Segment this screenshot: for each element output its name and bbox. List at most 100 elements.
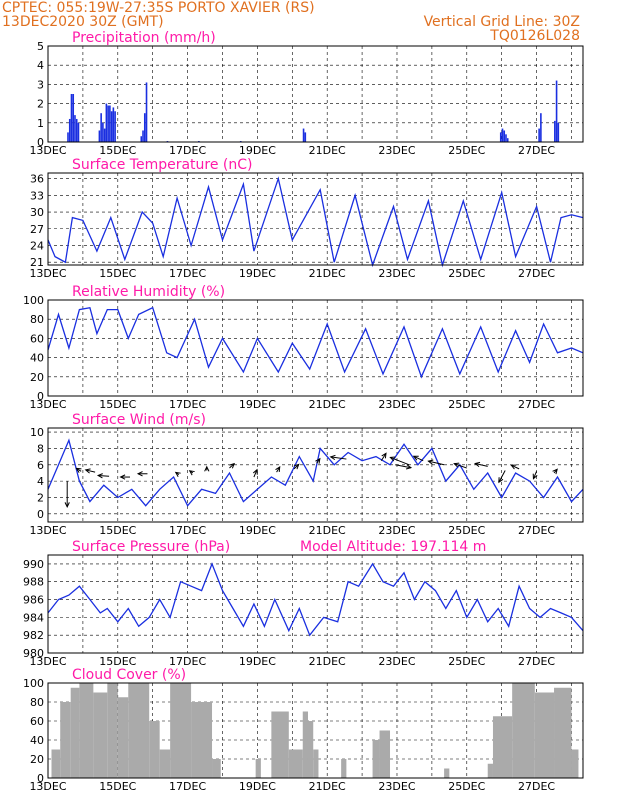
cloud-cover-bar xyxy=(444,768,450,778)
precip-bar xyxy=(145,82,148,142)
precip-bar xyxy=(110,111,113,142)
cloud-cover-bar xyxy=(107,683,118,778)
x-tick-label: 15DEC xyxy=(99,780,136,793)
y-tick-label: 1 xyxy=(37,117,44,130)
panel-title: Surface Pressure (hPa) xyxy=(72,539,230,555)
x-tick-label: 21DEC xyxy=(309,144,346,157)
series-line xyxy=(47,176,584,268)
x-tick-label: 13DEC xyxy=(29,398,66,411)
wind-arrow xyxy=(427,459,445,466)
precip-bar xyxy=(112,107,115,142)
cloud-cover-bar xyxy=(191,702,213,778)
precip-bar xyxy=(540,113,542,142)
y-tick-label: 100 xyxy=(23,677,44,690)
panel-4: 0 2 4 6 8 10 13DEC 15DEC 17DEC 19DEC 21DEC 23DEC 25D… xyxy=(29,412,584,537)
cloud-cover-bar xyxy=(170,683,192,778)
x-tick-label: 13DEC xyxy=(29,780,66,793)
x-tick-label: 27DEC xyxy=(518,524,555,537)
y-tick-label: 4 xyxy=(37,475,44,488)
y-tick-label: 0 xyxy=(37,772,44,785)
cloud-cover-bar xyxy=(288,749,303,778)
wind-arrow xyxy=(188,470,195,476)
series-line xyxy=(47,562,584,637)
series-line xyxy=(47,438,584,507)
panel-annotation: Model Altitude: 197.114 m xyxy=(300,539,486,555)
cloud-cover-bar xyxy=(487,763,493,778)
cloud-cover-bar xyxy=(271,711,289,778)
cloud-cover-bar xyxy=(313,749,319,778)
wind-arrow xyxy=(498,470,506,484)
precip-bar xyxy=(302,128,305,142)
y-tick-label: 80 xyxy=(30,696,44,709)
y-tick-label: 984 xyxy=(23,611,44,624)
precip-bar xyxy=(68,118,71,142)
panel-title: Surface Temperature (nC) xyxy=(72,157,253,173)
y-tick-label: 10 xyxy=(30,426,44,439)
wind-arrow xyxy=(64,481,70,509)
y-tick-label: 4 xyxy=(37,59,44,72)
wind-arrow xyxy=(532,471,538,480)
precip-bar xyxy=(105,103,108,142)
wind-arrow xyxy=(204,465,210,472)
y-tick-label: 24 xyxy=(30,239,44,252)
y-tick-label: 3 xyxy=(37,78,44,91)
wind-arrow xyxy=(252,468,258,478)
x-tick-label: 27DEC xyxy=(518,780,555,793)
precip-bar xyxy=(75,118,78,142)
precip-bar xyxy=(501,128,504,142)
cloud-cover-bar xyxy=(534,692,555,778)
y-tick-label: 986 xyxy=(23,594,44,607)
y-tick-label: 60 xyxy=(30,715,44,728)
x-tick-label: 21DEC xyxy=(309,398,346,411)
y-tick-label: 982 xyxy=(23,629,44,642)
header-code: TQ0126L028 xyxy=(490,28,580,44)
cloud-cover-bar xyxy=(70,687,80,778)
precip-bar xyxy=(143,113,146,142)
cloud-cover-bar xyxy=(372,740,380,778)
x-tick-label: 21DEC xyxy=(309,524,346,537)
wind-arrow xyxy=(412,455,424,462)
y-tick-label: 6 xyxy=(37,459,44,472)
precip-bar xyxy=(506,138,509,142)
x-tick-label: 13DEC xyxy=(29,655,66,668)
y-tick-label: 21 xyxy=(30,256,44,269)
x-tick-label: 15DEC xyxy=(99,655,136,668)
precip-bar xyxy=(98,130,101,142)
x-tick-label: 13DEC xyxy=(29,144,66,157)
x-tick-label: 19DEC xyxy=(239,267,276,280)
x-tick-label: 23DEC xyxy=(378,144,415,157)
precip-bar xyxy=(554,120,556,142)
panel-6: 0 20 40 60 80 100 13DEC 15DEC 17DEC 19DEC 21DEC 23D… xyxy=(23,667,584,793)
wind-arrow xyxy=(75,467,82,473)
wind-arrow xyxy=(329,454,347,461)
x-tick-label: 19DEC xyxy=(239,780,276,793)
wind-arrow xyxy=(474,461,488,468)
series-line xyxy=(47,306,584,379)
x-tick-label: 15DEC xyxy=(99,144,136,157)
y-tick-label: 990 xyxy=(23,558,44,571)
cloud-cover-bar xyxy=(79,683,94,778)
precip-bar xyxy=(499,132,502,142)
x-tick-label: 23DEC xyxy=(378,524,415,537)
y-tick-label: 20 xyxy=(30,753,44,766)
x-tick-label: 19DEC xyxy=(239,655,276,668)
x-tick-label: 17DEC xyxy=(169,655,206,668)
x-tick-label: 13DEC xyxy=(29,524,66,537)
wind-arrow xyxy=(293,463,300,470)
panel-5: 980 982 984 986 988 990 13DEC 15DEC 17DEC 19DEC 21… xyxy=(23,539,584,668)
y-tick-label: 60 xyxy=(30,332,44,345)
panel-1: 0 1 2 3 4 5 13DEC 15DEC 17DEC 19DEC 21DEC 23DEC 25DE… xyxy=(29,30,584,157)
y-tick-label: 80 xyxy=(30,313,44,326)
x-tick-label: 17DEC xyxy=(169,780,206,793)
y-tick-label: 5 xyxy=(37,40,44,53)
precip-bar xyxy=(74,115,76,142)
cloud-cover-bar xyxy=(51,749,61,778)
wind-arrow xyxy=(389,456,410,466)
wind-arrow xyxy=(510,464,520,470)
x-tick-label: 27DEC xyxy=(518,267,555,280)
precip-bar xyxy=(70,94,73,142)
cloud-cover-bar xyxy=(571,749,579,778)
panel-frame xyxy=(47,682,584,779)
y-tick-label: 40 xyxy=(30,734,44,747)
